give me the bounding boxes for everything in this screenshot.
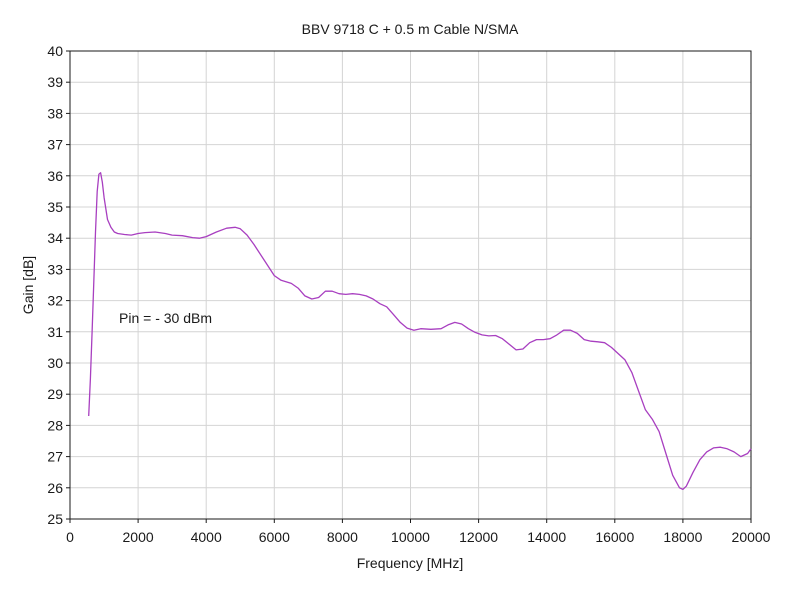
x-tick-label: 4000 (191, 529, 222, 545)
x-axis-ticks: 0 2000 4000 6000 8000 10000 12000 14000 16000 180… (66, 519, 771, 545)
annotation-label: Pin = - 30 dBm (119, 310, 212, 326)
x-tick-label: 16000 (595, 529, 634, 545)
y-tick-label: 33 (47, 261, 63, 277)
y-tick-label: 38 (47, 105, 63, 121)
x-tick-label: 20000 (732, 529, 771, 545)
x-tick-label: 12000 (459, 529, 498, 545)
x-tick-label: 18000 (663, 529, 702, 545)
y-tick-label: 27 (47, 449, 63, 465)
y-tick-label: 29 (47, 386, 63, 402)
y-tick-label: 34 (47, 230, 63, 246)
y-tick-label: 26 (47, 480, 63, 496)
y-tick-label: 30 (47, 355, 63, 371)
x-tick-label: 14000 (527, 529, 566, 545)
y-tick-label: 25 (47, 511, 63, 527)
y-tick-label: 37 (47, 137, 63, 153)
y-axis-ticks: 25 26 27 28 29 30 31 32 33 34 35 36 37 38 39 40 (47, 43, 70, 527)
y-axis-label: Gain [dB] (20, 256, 36, 314)
y-tick-label: 28 (47, 417, 63, 433)
series-line (88, 172, 752, 491)
chart-title: BBV 9718 C + 0.5 m Cable N/SMA (302, 21, 519, 37)
y-tick-label: 39 (47, 74, 63, 90)
x-tick-label: 2000 (123, 529, 154, 545)
y-tick-label: 40 (47, 43, 63, 59)
y-tick-label: 36 (47, 168, 63, 184)
y-tick-label: 31 (47, 324, 63, 340)
grid (69, 50, 752, 520)
x-tick-label: 10000 (391, 529, 430, 545)
x-tick-label: 6000 (259, 529, 290, 545)
y-tick-label: 32 (47, 293, 63, 309)
x-tick-label: 8000 (327, 529, 358, 545)
x-tick-label: 0 (66, 529, 74, 545)
x-axis-label: Frequency [MHz] (357, 555, 464, 571)
y-tick-label: 35 (47, 199, 63, 215)
